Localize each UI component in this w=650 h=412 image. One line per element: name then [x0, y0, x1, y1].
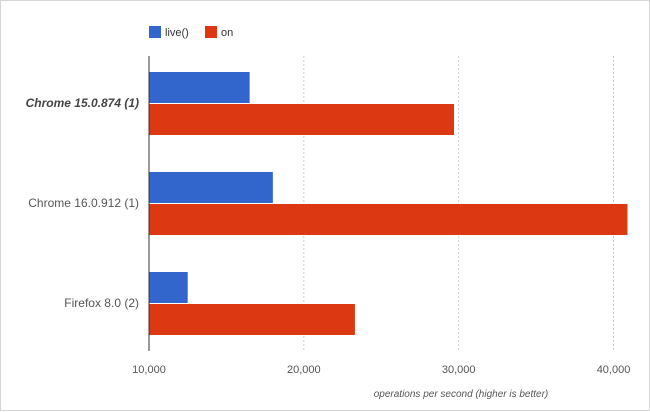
x-axis-title: operations per second (higher is better)	[374, 389, 549, 400]
bar-live-0	[149, 72, 250, 103]
x-tick-label: 40,000	[597, 364, 631, 376]
bar-live-2	[149, 272, 188, 303]
legend-label: on	[221, 27, 233, 39]
category-label: Chrome 16.0.912 (1)	[28, 196, 139, 210]
category-label: Chrome 15.0.874 (1)	[26, 96, 139, 110]
bars	[149, 72, 628, 335]
x-tick-label: 20,000	[287, 364, 321, 376]
x-tick-label: 10,000	[132, 364, 166, 376]
bar-on-2	[149, 304, 355, 335]
legend-swatch	[205, 26, 217, 38]
legend-swatch	[149, 26, 161, 38]
category-label: Firefox 8.0 (2)	[64, 296, 139, 310]
legend: live() on	[149, 26, 233, 39]
x-tick-labels: 10,000 20,000 30,000 40,000	[132, 364, 630, 376]
bar-on-1	[149, 204, 628, 235]
category-labels: Chrome 15.0.874 (1) Chrome 16.0.912 (1) Fi…	[26, 96, 139, 310]
x-tick-label: 30,000	[442, 364, 476, 376]
bar-on-0	[149, 104, 455, 135]
bar-live-1	[149, 172, 273, 203]
legend-label: live()	[165, 27, 189, 39]
